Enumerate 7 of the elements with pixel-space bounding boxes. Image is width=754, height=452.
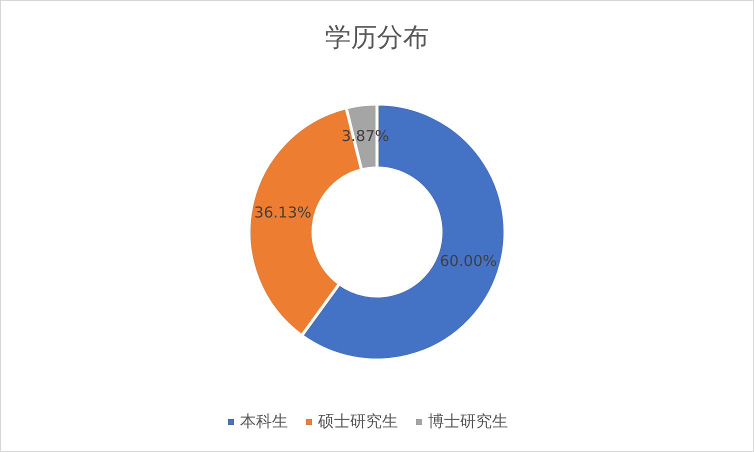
legend-label: 硕士研究生 (317, 411, 398, 430)
data-label: 3.87% (342, 126, 390, 145)
chart-title: 学历分布 (325, 23, 429, 53)
legend-label: 博士研究生 (428, 411, 508, 430)
legend-label: 本科生 (240, 411, 288, 430)
data-label: 60.00% (440, 252, 497, 270)
data-label: 36.13% (254, 204, 312, 222)
